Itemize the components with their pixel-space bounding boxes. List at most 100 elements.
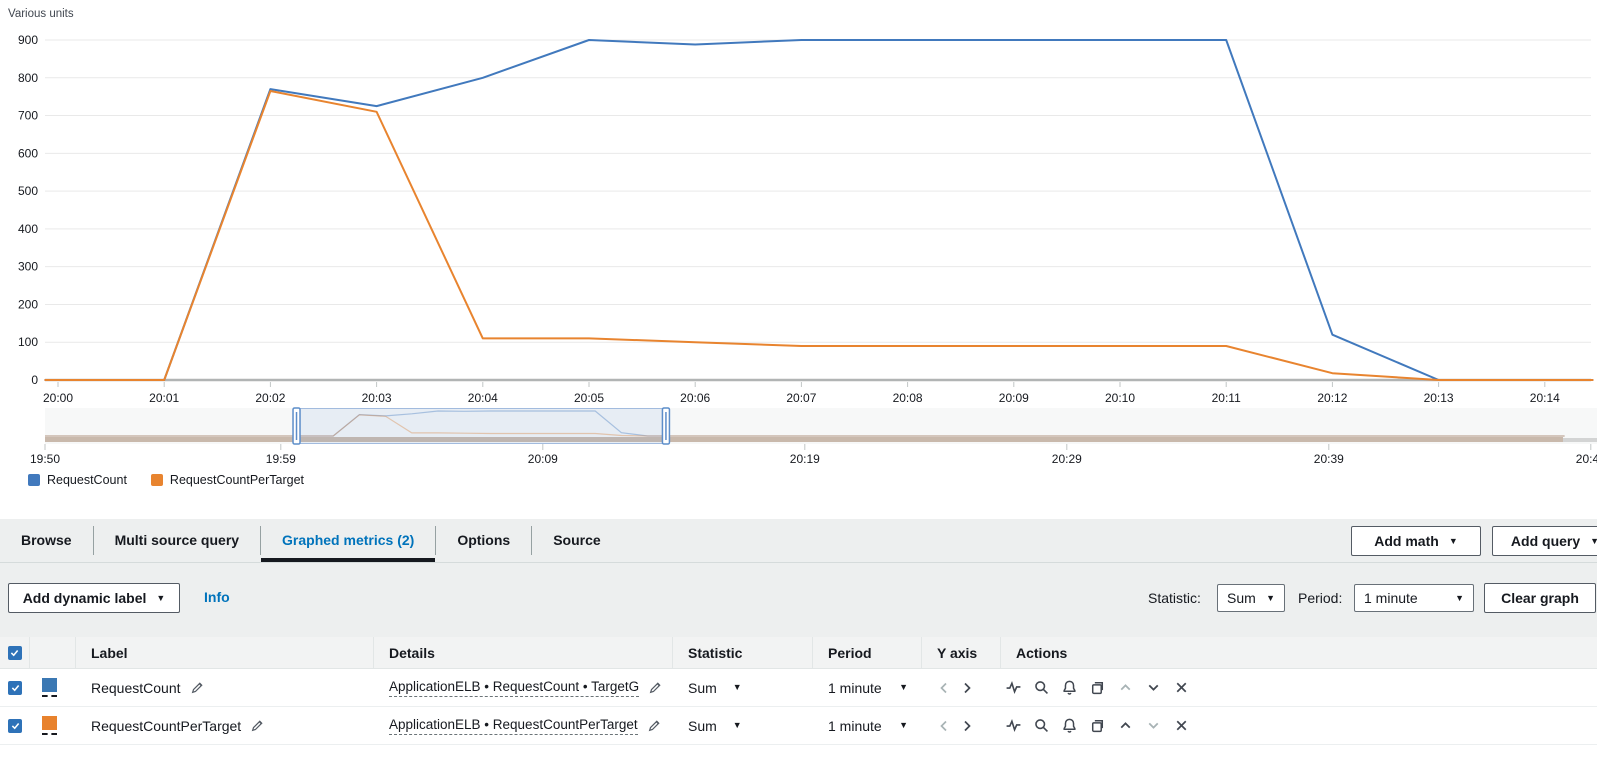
alarm-bell-icon[interactable] xyxy=(1061,679,1078,696)
header-select-all-cell xyxy=(0,637,30,668)
legend-item-requestcount[interactable]: RequestCount xyxy=(28,473,127,487)
svg-text:20:13: 20:13 xyxy=(1424,391,1454,405)
statistic-select[interactable]: Sum ▼ xyxy=(1217,584,1285,612)
edit-details-pencil-icon[interactable] xyxy=(647,719,661,733)
row-statistic-cell: Sum ▼ xyxy=(673,707,813,744)
row-select-cell xyxy=(0,669,30,706)
period-value: 1 minute xyxy=(828,679,882,696)
svg-text:20:06: 20:06 xyxy=(680,391,710,405)
row-color-cell xyxy=(30,707,76,744)
statistic-dropdown[interactable]: Sum ▼ xyxy=(688,718,742,734)
duplicate-copy-icon[interactable] xyxy=(1089,717,1106,734)
svg-text:19:59: 19:59 xyxy=(266,452,296,466)
tab-separator xyxy=(92,526,94,555)
period-select[interactable]: 1 minute ▼ xyxy=(1354,584,1474,612)
svg-text:20:01: 20:01 xyxy=(149,391,179,405)
add-dynamic-label-button[interactable]: Add dynamic label ▼ xyxy=(8,583,180,613)
remove-metric-icon[interactable] xyxy=(1173,717,1190,734)
info-link[interactable]: Info xyxy=(204,589,230,605)
time-range-brush[interactable]: 19:50 19:59 20:09 20:19 20:29 20:39 20:49 xyxy=(0,406,1597,470)
statistic-dropdown[interactable]: Sum ▼ xyxy=(688,680,742,696)
period-dropdown[interactable]: 1 minute ▼ xyxy=(828,718,922,734)
svg-text:20:03: 20:03 xyxy=(362,391,392,405)
legend-item-requestcountpertarget[interactable]: RequestCountPerTarget xyxy=(150,473,305,487)
chevron-down-icon: ▼ xyxy=(899,682,908,692)
tab-multi-source-query[interactable]: Multi source query xyxy=(114,532,240,548)
table-header-row: Label Details Statistic Period Y axis Ac… xyxy=(0,637,1597,669)
y-axis-right-icon[interactable] xyxy=(960,718,974,734)
tab-separator xyxy=(435,526,437,555)
edit-label-pencil-icon[interactable] xyxy=(250,719,264,733)
svg-text:20:02: 20:02 xyxy=(255,391,285,405)
header-color-cell xyxy=(30,637,76,668)
svg-text:20:09: 20:09 xyxy=(999,391,1029,405)
graphed-metrics-table: Label Details Statistic Period Y axis Ac… xyxy=(0,637,1597,771)
metric-color-swatch[interactable] xyxy=(42,716,57,735)
svg-text:20:14: 20:14 xyxy=(1530,391,1560,405)
row-select-cell xyxy=(0,707,30,744)
svg-text:20:05: 20:05 xyxy=(574,391,604,405)
y-axis-unit-label: Various units xyxy=(8,8,74,20)
chart-region: Various units 900 800 700 600 500 400 300 200 10… xyxy=(0,0,1597,487)
svg-text:20:11: 20:11 xyxy=(1212,391,1241,405)
svg-text:20:10: 20:10 xyxy=(1105,391,1135,405)
statistic-label: Statistic: xyxy=(1148,590,1201,606)
svg-text:0: 0 xyxy=(31,373,38,387)
brush-selection[interactable] xyxy=(296,408,667,444)
graph-metric-pulse-icon[interactable] xyxy=(1005,717,1022,734)
metrics-line-chart[interactable]: 900 800 700 600 500 400 300 200 100 0 20:00 20:01 20… xyxy=(0,0,1597,406)
svg-text:100: 100 xyxy=(18,335,38,349)
tab-graphed-metrics[interactable]: Graphed metrics (2) xyxy=(261,519,436,562)
svg-text:20:04: 20:04 xyxy=(468,391,498,405)
svg-text:20:39: 20:39 xyxy=(1314,452,1344,466)
svg-text:20:07: 20:07 xyxy=(786,391,816,405)
add-dynamic-label-text: Add dynamic label xyxy=(22,590,147,606)
alarm-bell-icon[interactable] xyxy=(1061,717,1078,734)
move-up-icon xyxy=(1117,679,1134,696)
row-actions-cell xyxy=(1001,669,1597,706)
header-details: Details xyxy=(374,637,673,668)
legend-label: RequestCountPerTarget xyxy=(169,473,305,487)
tab-source[interactable]: Source xyxy=(553,532,601,548)
duplicate-copy-icon[interactable] xyxy=(1089,679,1106,696)
row-checkbox[interactable] xyxy=(8,680,22,695)
metrics-bottom-panel: Browse Multi source query Graphed metric… xyxy=(0,519,1597,771)
clear-graph-button[interactable]: Clear graph xyxy=(1484,583,1596,613)
tab-options[interactable]: Options xyxy=(457,532,511,548)
row-period-cell: 1 minute ▼ xyxy=(813,669,922,706)
metric-color-swatch[interactable] xyxy=(42,678,57,697)
svg-text:600: 600 xyxy=(18,146,38,160)
edit-details-pencil-icon[interactable] xyxy=(648,681,662,695)
chevron-down-icon: ▼ xyxy=(1266,592,1275,603)
remove-metric-icon[interactable] xyxy=(1173,679,1190,696)
move-up-icon[interactable] xyxy=(1117,717,1134,734)
row-details-cell: ApplicationELB • RequestCountPerTarget xyxy=(374,707,673,744)
add-query-button[interactable]: Add query ▼ xyxy=(1492,526,1597,556)
row-color-cell xyxy=(30,669,76,706)
zoom-search-icon[interactable] xyxy=(1033,679,1050,696)
period-dropdown[interactable]: 1 minute ▼ xyxy=(828,680,922,696)
svg-text:900: 900 xyxy=(18,33,38,47)
period-value: 1 minute xyxy=(1364,590,1418,606)
row-label-cell: RequestCount xyxy=(76,669,374,706)
zoom-search-icon[interactable] xyxy=(1033,717,1050,734)
move-down-icon[interactable] xyxy=(1145,679,1162,696)
svg-text:500: 500 xyxy=(18,184,38,198)
controls-row: Add dynamic label ▼ Info Statistic: Sum … xyxy=(0,583,1597,613)
graph-metric-pulse-icon[interactable] xyxy=(1005,679,1022,696)
tab-bar: Browse Multi source query Graphed metric… xyxy=(0,519,1597,563)
chevron-down-icon: ▼ xyxy=(1455,592,1464,603)
svg-text:400: 400 xyxy=(18,222,38,236)
edit-label-pencil-icon[interactable] xyxy=(190,681,204,695)
move-down-icon xyxy=(1145,717,1162,734)
add-math-button[interactable]: Add math ▼ xyxy=(1351,526,1481,556)
svg-text:20:08: 20:08 xyxy=(893,391,923,405)
svg-text:20:29: 20:29 xyxy=(1052,452,1082,466)
tab-browse[interactable]: Browse xyxy=(21,532,72,548)
row-checkbox[interactable] xyxy=(8,718,22,733)
statistic-value: Sum xyxy=(688,717,717,734)
row-y-axis-cell xyxy=(922,707,1001,744)
select-all-checkbox[interactable] xyxy=(7,645,22,660)
y-axis-right-icon[interactable] xyxy=(960,680,974,696)
